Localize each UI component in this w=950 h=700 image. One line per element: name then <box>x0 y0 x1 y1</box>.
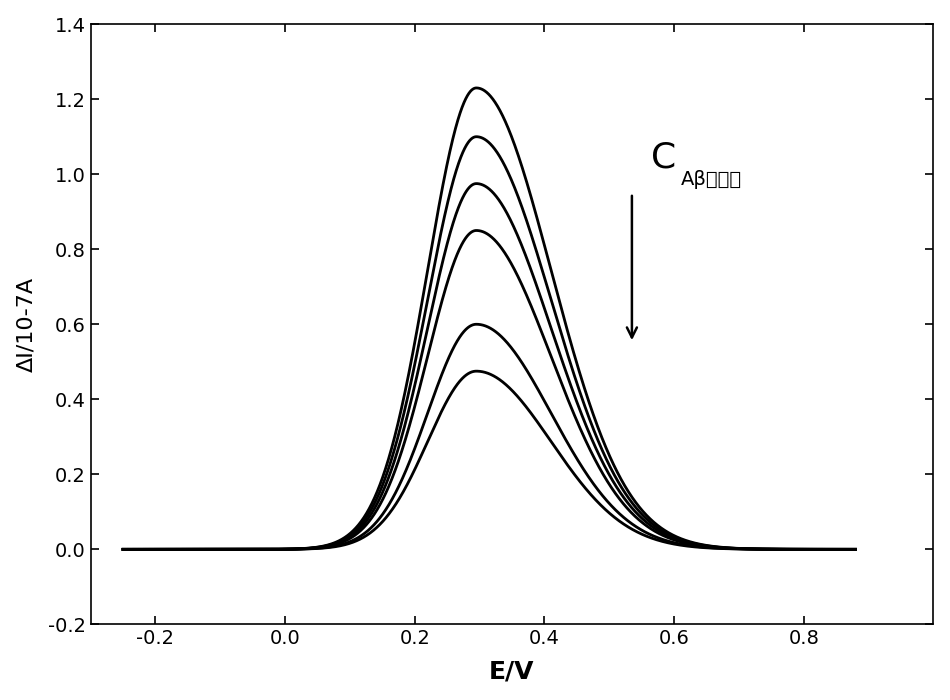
Text: C: C <box>652 140 676 174</box>
X-axis label: E/V: E/V <box>489 659 535 683</box>
Y-axis label: ΔI/10-7A: ΔI/10-7A <box>17 276 37 372</box>
Text: Aβ寡聚体: Aβ寡聚体 <box>680 170 742 189</box>
